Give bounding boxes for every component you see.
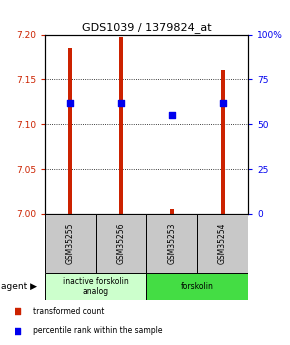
Text: GSM35253: GSM35253 (167, 223, 176, 264)
Bar (45, 273, 146, 300)
Point (169, 112, 174, 118)
Bar (45, 214, 96, 273)
Bar (146, 273, 248, 300)
Text: forskolin: forskolin (181, 282, 214, 291)
Bar (96, 214, 146, 273)
Point (170, 249, 175, 255)
Bar (146, 214, 197, 273)
Title: GDS1039 / 1379824_at: GDS1039 / 1379824_at (82, 22, 211, 33)
Text: GSM35255: GSM35255 (66, 223, 75, 264)
Text: GSM35254: GSM35254 (218, 223, 227, 264)
Point (68, 100, 72, 106)
Bar (68, 48, 72, 214)
Text: percentile rank within the sample: percentile rank within the sample (33, 326, 163, 335)
Bar (119, 37, 123, 214)
Point (220, 100, 225, 106)
Text: inactive forskolin
analog: inactive forskolin analog (63, 277, 128, 296)
Bar (170, 209, 174, 214)
Point (170, 73, 175, 79)
Text: agent ▶: agent ▶ (1, 282, 37, 291)
Text: transformed count: transformed count (33, 307, 105, 316)
Bar (197, 214, 248, 273)
Bar (221, 70, 225, 214)
Text: GSM35256: GSM35256 (117, 223, 126, 264)
Point (119, 100, 124, 106)
